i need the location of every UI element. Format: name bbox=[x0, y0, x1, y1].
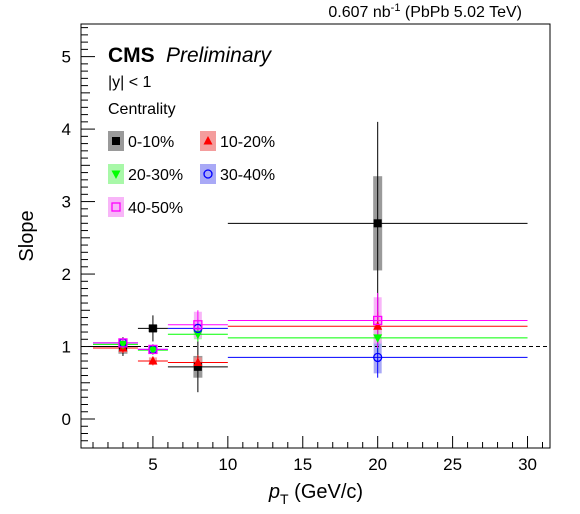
legend-label: 20-30% bbox=[128, 167, 183, 184]
y-tick-label: 2 bbox=[62, 265, 71, 284]
data-point bbox=[373, 219, 382, 228]
x-tick-label: 10 bbox=[218, 455, 237, 474]
legend: 0-10% 10-20% 20-30% 30-40% 40-50% bbox=[108, 131, 275, 217]
y-tick-label: 3 bbox=[62, 193, 71, 212]
plot-frame bbox=[80, 23, 551, 449]
y-tick-label: 0 bbox=[62, 410, 71, 429]
x-tick-label: 5 bbox=[148, 455, 157, 474]
data-point bbox=[373, 315, 383, 326]
data-point bbox=[373, 352, 383, 363]
data-point bbox=[118, 340, 128, 350]
data-markers bbox=[118, 219, 383, 371]
y-tick-label: 4 bbox=[62, 120, 71, 139]
rapidity-cut-label: |y| < 1 bbox=[108, 74, 152, 91]
x-tick-label: 15 bbox=[293, 455, 312, 474]
legend-entry: 20-30% bbox=[108, 164, 183, 184]
legend-entry: 10-20% bbox=[200, 131, 275, 151]
y-axis-title: Slope bbox=[16, 210, 38, 261]
experiment-label: CMS bbox=[108, 44, 155, 67]
data-point bbox=[148, 324, 157, 333]
legend-label: 0-10% bbox=[128, 134, 174, 151]
legend-title: Centrality bbox=[108, 101, 176, 118]
y-axis: 0 1 2 3 4 5 bbox=[62, 27, 95, 442]
x-tick-label: 20 bbox=[368, 455, 387, 474]
legend-marker bbox=[112, 137, 120, 145]
legend-label: 30-40% bbox=[220, 167, 275, 184]
legend-marker bbox=[111, 202, 121, 212]
legend-label: 10-20% bbox=[220, 134, 275, 151]
legend-swatch bbox=[200, 164, 216, 184]
status-label: Preliminary bbox=[166, 44, 273, 67]
legend-entry: 0-10% bbox=[108, 131, 174, 151]
data-point bbox=[373, 321, 383, 330]
legend-marker bbox=[203, 136, 213, 145]
legend-label: 40-50% bbox=[128, 200, 183, 217]
data-point bbox=[193, 320, 203, 330]
data-point bbox=[148, 356, 158, 365]
legend-entry: 30-40% bbox=[200, 164, 275, 184]
legend-marker bbox=[203, 169, 213, 179]
data-point bbox=[193, 357, 203, 366]
x-axis: 5 10 15 20 25 30 bbox=[92, 436, 544, 474]
data-point bbox=[148, 346, 158, 356]
y-tick-label: 1 bbox=[62, 338, 71, 357]
x-axis-title: pT (GeV/c) bbox=[268, 481, 363, 507]
legend-swatch bbox=[108, 197, 124, 217]
legend-entry: 40-50% bbox=[108, 197, 183, 217]
legend-marker bbox=[111, 170, 121, 179]
data-point bbox=[118, 338, 128, 348]
data-point bbox=[148, 344, 158, 355]
data-point bbox=[193, 330, 203, 340]
x-tick-label: 30 bbox=[518, 455, 537, 474]
x-tick-label: 25 bbox=[443, 455, 462, 474]
luminosity-label: 0.607 nb-1 (PbPb 5.02 TeV) bbox=[328, 2, 522, 21]
data-point bbox=[193, 362, 202, 371]
y-tick-label: 5 bbox=[62, 48, 71, 67]
data-point bbox=[373, 334, 383, 343]
